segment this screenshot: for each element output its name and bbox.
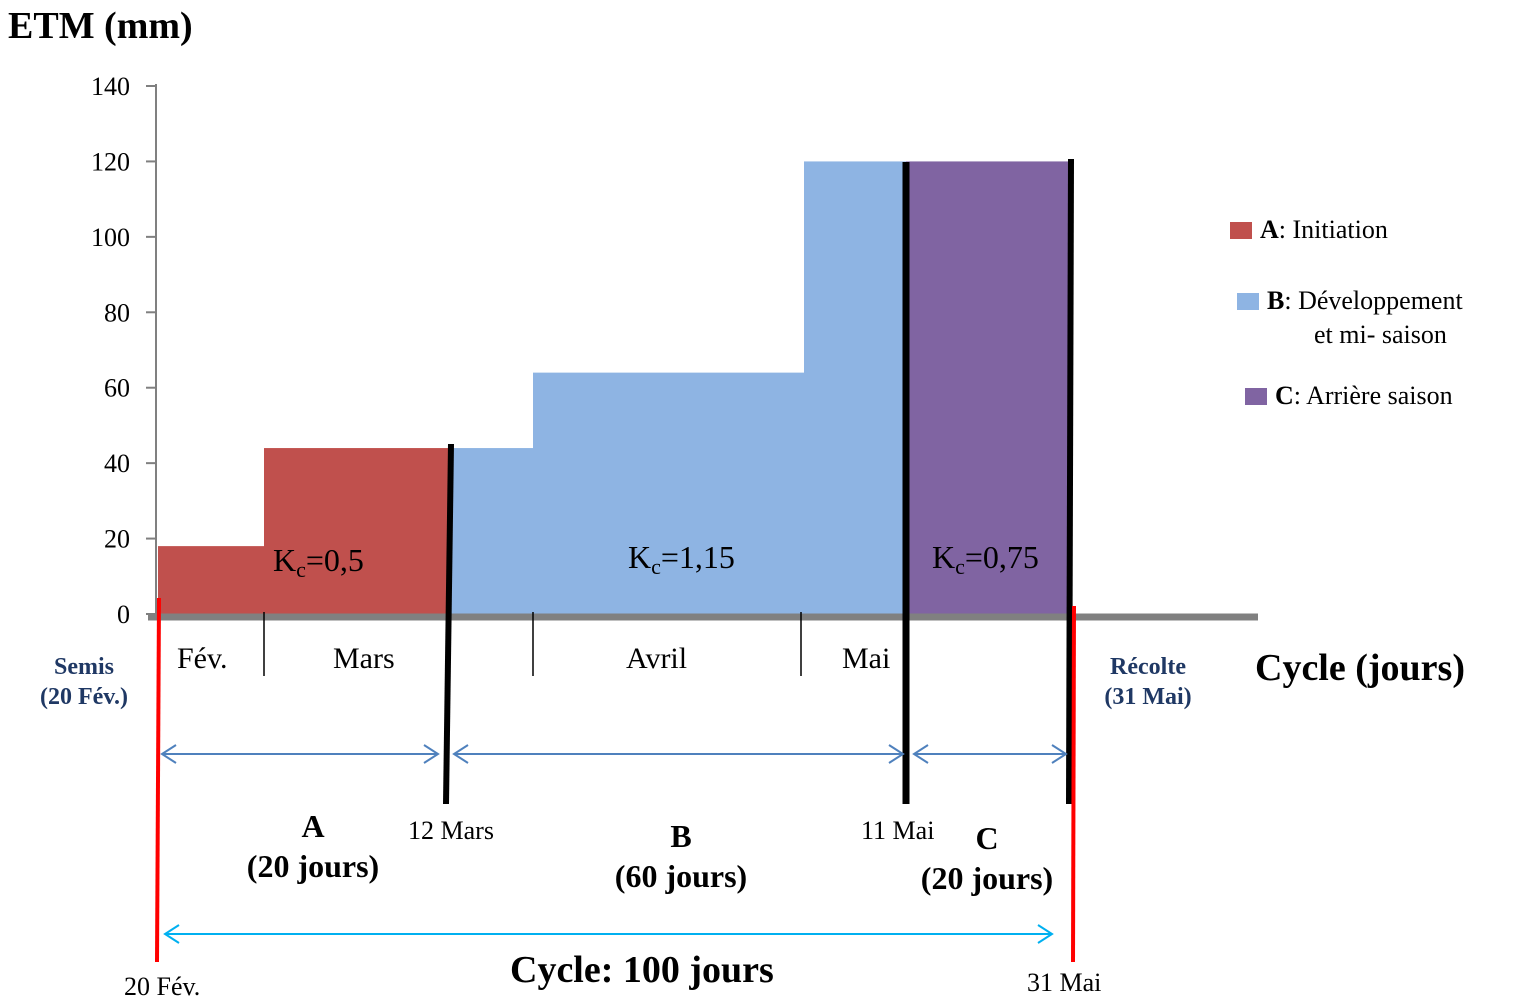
stage-c-annotation: C (20 jours) [920, 820, 1054, 896]
legend-swatch-c [1245, 388, 1267, 405]
legend-name-c: Arrière saison [1306, 381, 1453, 410]
y-tick-label-60: 60 [104, 374, 130, 403]
stage-c-duration-arrow [912, 744, 1068, 764]
legend-swatch-a [1230, 222, 1252, 239]
legend-name-a: Initiation [1292, 215, 1388, 244]
harvest-label: Récolte (31 Mai) [1104, 654, 1192, 710]
y-axis-title: ETM (mm) [8, 5, 193, 47]
date-label-20-fev: 20 Fév. [124, 972, 201, 1001]
kc-label-a: Kc=0,5 [273, 542, 364, 582]
sowing-label: Semis (20 Fév.) [40, 654, 128, 710]
month-label-mai: Mai [842, 642, 891, 675]
y-tick-label-140: 140 [91, 72, 130, 101]
kc-label-c: Kc=0,75 [932, 539, 1039, 579]
step-bar-2 [264, 448, 450, 614]
boundary-line-c-end [1066, 158, 1074, 805]
stage-a-annotation: A (20 jours) [246, 808, 380, 884]
month-label-fev: Fév. [177, 642, 228, 675]
step-bar-5 [804, 161, 906, 614]
date-label-11-mai: 11 Mai [861, 816, 935, 845]
cycle-duration-arrow [163, 924, 1054, 944]
legend-name-b: Développement [1298, 286, 1463, 315]
step-bar-4 [533, 372, 804, 614]
stage-a-duration-arrow [160, 744, 440, 764]
legend-name-b-line2: et mi- saison [1314, 320, 1447, 349]
legend-letter-a: A [1260, 215, 1279, 244]
y-tick-label-120: 120 [91, 147, 130, 176]
y-tick-label-80: 80 [104, 298, 130, 327]
boundary-line-a-b [443, 443, 454, 805]
month-label-avril: Avril [626, 642, 688, 675]
stage-b-annotation: B (60 jours) [614, 818, 748, 894]
y-tick-label-20: 20 [104, 525, 130, 554]
kc-label-b: Kc=1,15 [628, 539, 735, 579]
legend-swatch-b [1237, 293, 1259, 310]
step-bar-3 [450, 448, 533, 614]
stage-b-duration-arrow [452, 744, 905, 764]
month-label-mars: Mars [333, 642, 395, 675]
y-tick-label-0: 0 [117, 600, 130, 629]
date-label-31-mai: 31 Mai [1027, 968, 1102, 997]
y-tick-label-40: 40 [104, 449, 130, 478]
legend-letter-c: C [1275, 381, 1294, 410]
sowing-line [155, 597, 161, 963]
cycle-total-label: Cycle: 100 jours [510, 949, 774, 991]
step-bar-6 [906, 161, 1072, 614]
x-axis-title: Cycle (jours) [1255, 647, 1465, 689]
legend-letter-b: B [1267, 286, 1285, 315]
y-tick-label-100: 100 [91, 223, 130, 252]
harvest-line [1071, 605, 1076, 963]
step-bar-1 [158, 546, 264, 614]
date-label-12-mars: 12 Mars [408, 816, 494, 845]
